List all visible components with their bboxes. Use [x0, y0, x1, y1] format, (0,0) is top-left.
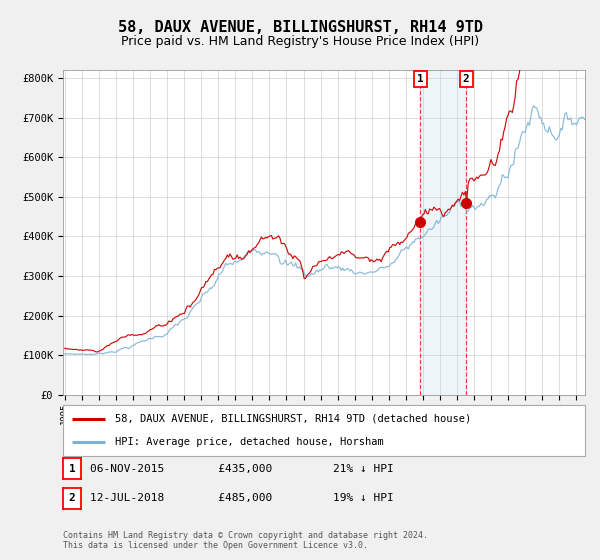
Text: 1: 1 [417, 74, 424, 84]
Text: 2: 2 [68, 493, 76, 503]
Text: 12-JUL-2018        £485,000         19% ↓ HPI: 12-JUL-2018 £485,000 19% ↓ HPI [90, 493, 394, 503]
Text: 1: 1 [68, 464, 76, 474]
Text: 2: 2 [463, 74, 469, 84]
Text: 58, DAUX AVENUE, BILLINGSHURST, RH14 9TD (detached house): 58, DAUX AVENUE, BILLINGSHURST, RH14 9TD… [115, 414, 472, 424]
Text: 58, DAUX AVENUE, BILLINGSHURST, RH14 9TD: 58, DAUX AVENUE, BILLINGSHURST, RH14 9TD [118, 20, 482, 35]
Text: HPI: Average price, detached house, Horsham: HPI: Average price, detached house, Hors… [115, 437, 384, 447]
Text: Price paid vs. HM Land Registry's House Price Index (HPI): Price paid vs. HM Land Registry's House … [121, 35, 479, 48]
Text: Contains HM Land Registry data © Crown copyright and database right 2024.
This d: Contains HM Land Registry data © Crown c… [63, 530, 428, 550]
Bar [420, 70, 466, 395]
Text: 06-NOV-2015        £435,000         21% ↓ HPI: 06-NOV-2015 £435,000 21% ↓ HPI [90, 464, 394, 474]
